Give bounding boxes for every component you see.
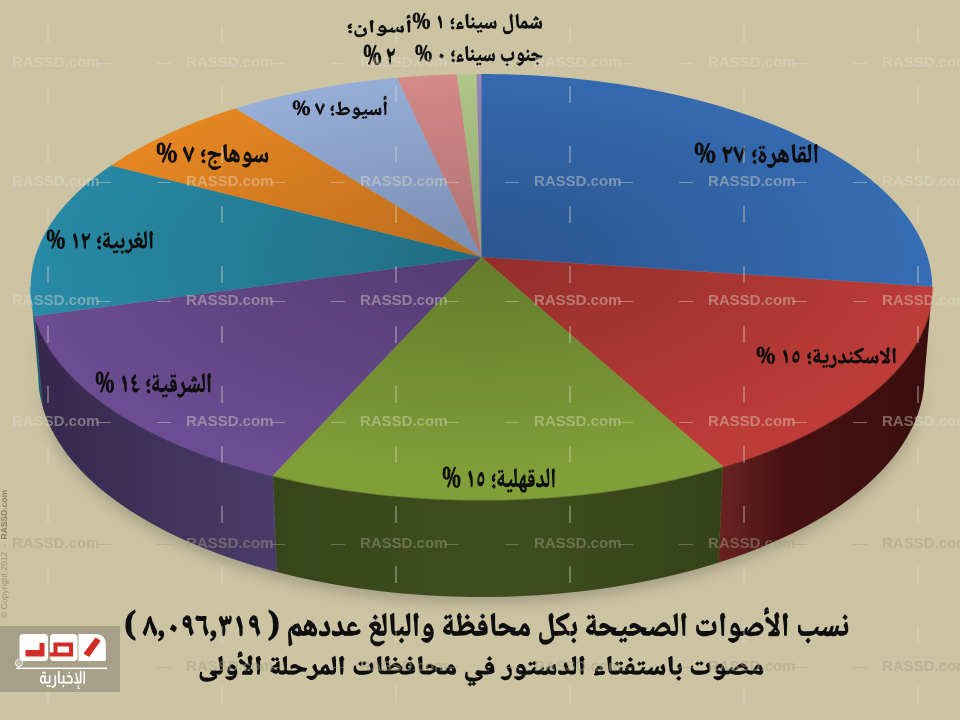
svg-text:R: R bbox=[17, 661, 21, 667]
